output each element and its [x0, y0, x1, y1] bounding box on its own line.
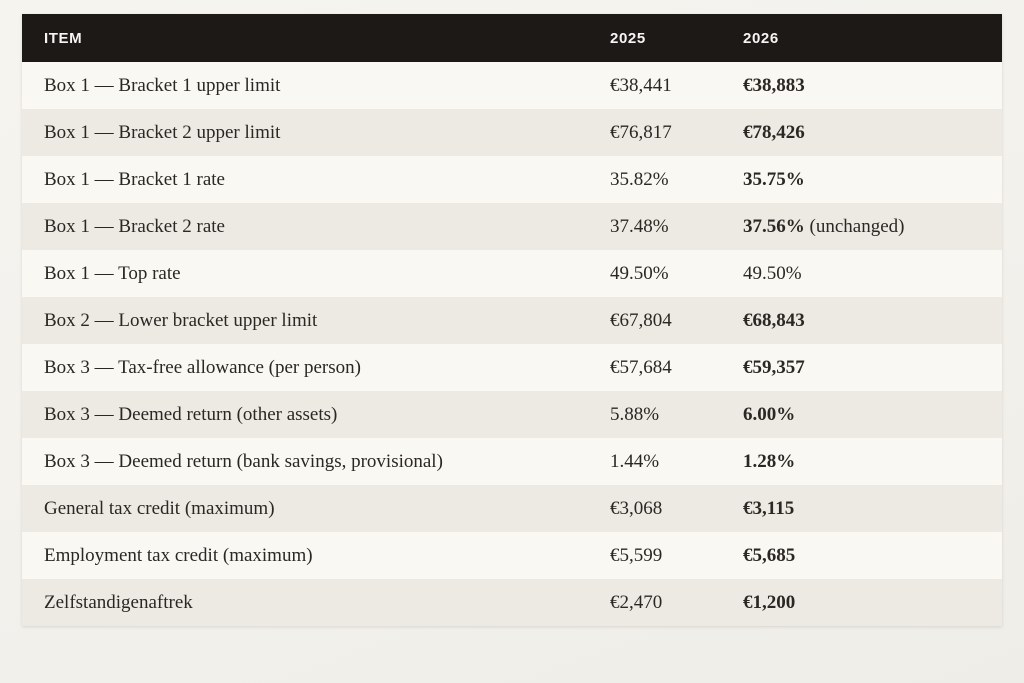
value-2026-main: 37.56% [743, 215, 805, 237]
value-2026-cell: €78,426 [721, 109, 1002, 156]
item-cell: Box 1 — Bracket 1 upper limit [22, 62, 588, 109]
value-2026-main: €78,426 [743, 121, 805, 143]
value-2025-cell: 37.48% [588, 203, 721, 250]
table-row: Employment tax credit (maximum) €5,599 €… [22, 532, 1002, 579]
table-row: Zelfstandigenaftrek €2,470 €1,200 [22, 579, 1002, 626]
value-2025-cell: €57,684 [588, 344, 721, 391]
value-2026-cell: €5,685 [721, 532, 1002, 579]
table-header: ITEM 2025 2026 [22, 14, 1002, 62]
table-row: Box 1 — Bracket 1 rate 35.82% 35.75% [22, 156, 1002, 203]
table-row: Box 3 — Deemed return (other assets) 5.8… [22, 391, 1002, 438]
value-2026-cell: €3,115 [721, 485, 1002, 532]
value-2026-cell: 37.56% (unchanged) [721, 203, 1002, 250]
value-2026-main: €59,357 [743, 356, 805, 378]
table-body: Box 1 — Bracket 1 upper limit €38,441 €3… [22, 62, 1002, 626]
value-2025-cell: 35.82% [588, 156, 721, 203]
value-2026-cell: 49.50% [721, 250, 1002, 297]
item-cell: Employment tax credit (maximum) [22, 532, 588, 579]
table-row: Box 1 — Bracket 1 upper limit €38,441 €3… [22, 62, 1002, 109]
value-2026-cell: 35.75% [721, 156, 1002, 203]
value-2026-main: 1.28% [743, 450, 796, 472]
value-2025-cell: €2,470 [588, 579, 721, 626]
value-2025-cell: 49.50% [588, 250, 721, 297]
value-2026-cell: €1,200 [721, 579, 1002, 626]
item-cell: Box 3 — Tax-free allowance (per person) [22, 344, 588, 391]
table-row: Box 1 — Bracket 2 rate 37.48% 37.56% (un… [22, 203, 1002, 250]
header-cell-2026: 2026 [721, 14, 1002, 62]
value-2025-cell: €38,441 [588, 62, 721, 109]
value-2025-cell: 5.88% [588, 391, 721, 438]
tax-comparison-table: ITEM 2025 2026 Box 1 — Bracket 1 upper l… [22, 14, 1002, 626]
value-2026-suffix: (unchanged) [804, 215, 905, 237]
table-row: Box 1 — Bracket 2 upper limit €76,817 €7… [22, 109, 1002, 156]
value-2026-main: 49.50% [743, 262, 802, 284]
item-cell: Box 1 — Bracket 2 upper limit [22, 109, 588, 156]
value-2025-cell: €3,068 [588, 485, 721, 532]
item-cell: Box 2 — Lower bracket upper limit [22, 297, 588, 344]
value-2026-cell: €68,843 [721, 297, 1002, 344]
value-2025-cell: €76,817 [588, 109, 721, 156]
header-cell-item: ITEM [22, 14, 588, 62]
header-row: ITEM 2025 2026 [22, 14, 1002, 62]
item-cell: Box 1 — Bracket 1 rate [22, 156, 588, 203]
header-cell-2025: 2025 [588, 14, 721, 62]
value-2026-cell: 6.00% [721, 391, 1002, 438]
value-2026-main: €1,200 [743, 591, 796, 613]
table-row: Box 2 — Lower bracket upper limit €67,80… [22, 297, 1002, 344]
value-2026-main: 35.75% [743, 168, 805, 190]
item-cell: Zelfstandigenaftrek [22, 579, 588, 626]
table-row: General tax credit (maximum) €3,068 €3,1… [22, 485, 1002, 532]
table-row: Box 3 — Tax-free allowance (per person) … [22, 344, 1002, 391]
value-2026-cell: €59,357 [721, 344, 1002, 391]
value-2025-cell: €5,599 [588, 532, 721, 579]
value-2026-main: 6.00% [743, 403, 796, 425]
item-cell: General tax credit (maximum) [22, 485, 588, 532]
item-cell: Box 3 — Deemed return (bank savings, pro… [22, 438, 588, 485]
value-2025-cell: €67,804 [588, 297, 721, 344]
item-cell: Box 1 — Bracket 2 rate [22, 203, 588, 250]
item-cell: Box 1 — Top rate [22, 250, 588, 297]
value-2026-main: €3,115 [743, 497, 795, 519]
value-2026-main: €68,843 [743, 309, 805, 331]
value-2026-cell: €38,883 [721, 62, 1002, 109]
table-row: Box 3 — Deemed return (bank savings, pro… [22, 438, 1002, 485]
item-cell: Box 3 — Deemed return (other assets) [22, 391, 588, 438]
value-2026-main: €5,685 [743, 544, 796, 566]
value-2026-cell: 1.28% [721, 438, 1002, 485]
value-2025-cell: 1.44% [588, 438, 721, 485]
value-2026-main: €38,883 [743, 74, 805, 96]
table-row: Box 1 — Top rate 49.50% 49.50% [22, 250, 1002, 297]
